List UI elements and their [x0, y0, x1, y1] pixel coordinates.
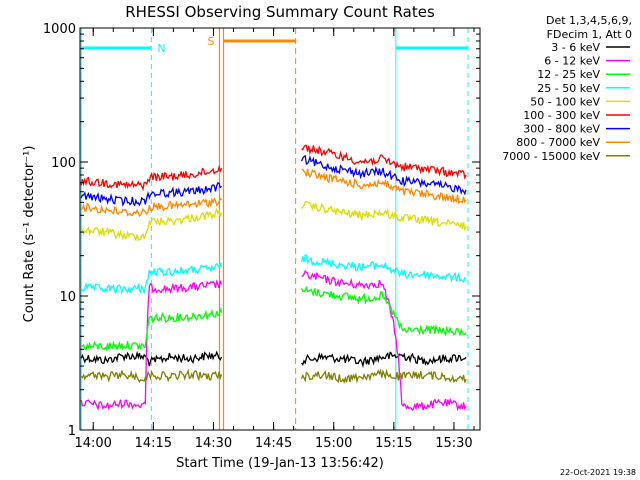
series-line — [301, 201, 467, 232]
series-line — [80, 368, 223, 384]
series-7 — [80, 154, 467, 207]
series-5 — [80, 201, 467, 242]
series-line — [80, 207, 223, 242]
series-8 — [80, 168, 467, 217]
x-tick-label: 14:00 — [74, 436, 111, 451]
series-1 — [80, 350, 467, 369]
x-tick-label: 14:15 — [135, 436, 172, 451]
series-2 — [80, 269, 467, 412]
series-line — [300, 368, 467, 385]
legend-label: 800 - 7000 keV — [516, 136, 600, 149]
series-line — [80, 164, 223, 192]
x-tick-label: 14:45 — [255, 436, 292, 451]
x-tick-label: 15:00 — [315, 436, 352, 451]
legend-label: 25 - 50 keV — [537, 82, 600, 95]
annotation-layer: NS — [80, 28, 469, 430]
series-line — [301, 168, 467, 205]
series-line — [301, 351, 467, 369]
x-tick-label: 15:30 — [435, 436, 472, 451]
legend-label: 100 - 300 keV — [523, 109, 600, 122]
x-axis-label: Start Time (19-Jan-13 13:56:42) — [176, 456, 384, 471]
series-line — [301, 144, 467, 180]
series-line — [80, 196, 223, 217]
legend-label: 50 - 100 keV — [530, 95, 600, 108]
series-layer — [80, 144, 467, 412]
series-line — [301, 285, 467, 337]
series-line — [80, 350, 223, 367]
legend-label: 3 - 6 keV — [551, 41, 600, 54]
chart-title: RHESSI Observing Summary Count Rates — [125, 3, 435, 21]
legend: Det 1,3,4,5,6,9, FDecim 1, Att 0 3 - 6 k… — [502, 14, 632, 163]
x-tick-label: 14:30 — [195, 436, 232, 451]
series-4 — [80, 254, 467, 296]
legend-label: 7000 - 15000 keV — [502, 150, 600, 163]
legend-label: 300 - 800 keV — [523, 123, 600, 136]
series-6 — [80, 144, 467, 192]
footer-date: 22-Oct-2021 19:38 — [560, 468, 636, 477]
legend-header-line-2: FDecim 1, Att 0 — [547, 28, 632, 41]
y-tick-label: 1000 — [43, 22, 76, 37]
saa-label: S — [207, 35, 214, 48]
series-line — [80, 279, 223, 411]
legend-header-line-1: Det 1,3,4,5,6,9, — [546, 14, 632, 27]
night-label: N — [157, 42, 165, 55]
series-line — [80, 181, 222, 207]
series-line — [300, 154, 467, 196]
legend-label: 6 - 12 keV — [544, 55, 600, 68]
series-3 — [81, 285, 467, 352]
series-line — [80, 261, 223, 296]
axis-layer: 14:00 14:15 14:30 14:45 15:00 15:15 15:30 1 10 10… — [43, 22, 480, 451]
series-line — [300, 254, 467, 283]
y-tick-label: 10 — [59, 290, 76, 305]
y-tick-label: 100 — [51, 156, 76, 171]
plot-frame — [79, 27, 481, 431]
series-9 — [80, 368, 467, 385]
series-line — [301, 269, 467, 412]
series-line — [81, 306, 223, 352]
x-tick-label: 15:15 — [375, 436, 412, 451]
y-axis-label: Count Rate (s⁻¹ detector⁻¹) — [22, 146, 37, 323]
legend-label: 12 - 25 keV — [537, 68, 600, 81]
y-tick-label: 1 — [68, 424, 76, 439]
plot-area: NS — [80, 28, 469, 430]
